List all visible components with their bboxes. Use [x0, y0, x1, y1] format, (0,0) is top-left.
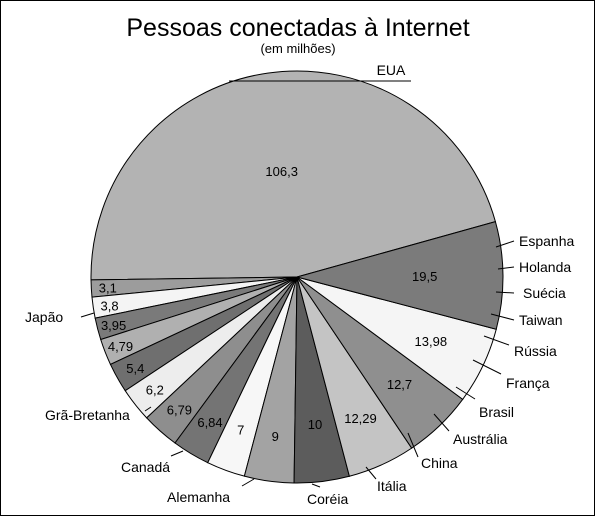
leader-line	[495, 240, 515, 248]
pie-category-label: Austrália	[453, 431, 508, 447]
pie-value-label: 6,2	[146, 382, 164, 397]
pie-category-label: EUA	[377, 62, 406, 78]
pie-value-label: 13,98	[415, 334, 448, 349]
leader-line	[365, 466, 377, 480]
pie-category-label: Alemanha	[167, 489, 230, 505]
pie-value-label: 6,79	[167, 403, 192, 418]
pie-category-label: Grã-Bretanha	[45, 407, 130, 423]
leader-line	[144, 406, 152, 412]
pie-value-label: 4,79	[108, 339, 133, 354]
pie-value-label: 3,1	[99, 281, 117, 296]
pie-category-label: Japão	[25, 309, 63, 325]
pie-category-label: China	[421, 455, 458, 471]
leader-line	[472, 359, 502, 375]
pie-value-label: 3,95	[101, 318, 126, 333]
pie-leader-lines	[80, 80, 515, 488]
leader-line	[497, 266, 515, 270]
pie-value-label: 10	[308, 417, 322, 432]
chart-subtitle: (em milhões)	[260, 41, 335, 56]
leader-line	[80, 312, 95, 318]
leader-line	[455, 386, 476, 400]
pie-category-label: Itália	[377, 478, 407, 494]
chart-title: Pessoas conectadas à Internet	[126, 14, 469, 42]
pie-category-label: Canadá	[121, 459, 170, 475]
leader-line	[433, 413, 450, 432]
pie-value-label: 3,8	[101, 298, 119, 313]
pie-category-label: Taiwan	[519, 312, 563, 328]
pie-category-label: Suécia	[523, 285, 566, 301]
pie-value-labels: 106,3 3,1 3,8 3,95 4,79 5,46,26,79 6,84 7 9 10 12,…	[99, 164, 447, 444]
pie-slice-japao	[295, 220, 504, 330]
pie-slices	[90, 70, 504, 484]
pie-value-label: 5,4	[126, 361, 144, 376]
pie-value-label: 12,7	[387, 377, 412, 392]
pie-value-label: 12,29	[344, 411, 377, 426]
leader-line	[495, 291, 515, 294]
leader-line	[311, 483, 321, 488]
leader-line	[490, 313, 515, 321]
leader-line	[407, 432, 419, 458]
pie-category-label: Coréia	[307, 491, 348, 507]
pie-value-label: 9	[272, 429, 279, 444]
leader-line	[241, 478, 255, 487]
pie-category-label: Espanha	[519, 233, 574, 249]
pie-category-label: Rússia	[514, 343, 557, 359]
pie-value-label: 19,5	[412, 269, 437, 284]
pie-category-labels: EUA Espanha Holanda Suécia Taiwan Rússia Franç…	[25, 62, 574, 507]
leader-line	[483, 335, 510, 346]
pie-value-label: 106,3	[265, 164, 298, 179]
pie-category-label: Holanda	[519, 259, 571, 275]
pie-value-label: 6,84	[197, 415, 222, 430]
pie-slice-eua	[90, 70, 497, 281]
leader-line	[170, 450, 184, 457]
pie-value-label: 7	[237, 423, 244, 438]
pie-category-label: França	[506, 375, 550, 391]
pie-category-label: Brasil	[479, 404, 514, 420]
